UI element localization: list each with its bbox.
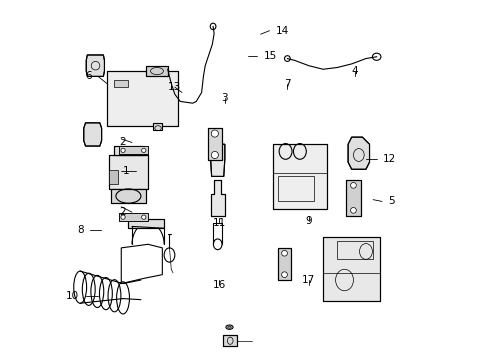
Ellipse shape [350, 183, 356, 188]
Polygon shape [210, 180, 224, 216]
Text: 11: 11 [212, 218, 225, 228]
Polygon shape [347, 137, 369, 169]
Text: 9: 9 [305, 216, 311, 226]
Ellipse shape [211, 152, 218, 158]
Bar [114, 146, 144, 155]
Text: 1: 1 [122, 166, 129, 176]
Text: 2: 2 [119, 207, 125, 217]
Text: 3: 3 [221, 93, 228, 103]
Bar [119, 147, 148, 154]
Ellipse shape [227, 326, 231, 328]
Text: 5: 5 [387, 197, 394, 206]
Bar [146, 66, 167, 76]
Bar [146, 66, 167, 76]
Text: 17: 17 [302, 275, 315, 285]
Text: 12: 12 [382, 154, 396, 163]
Text: 8: 8 [77, 225, 83, 235]
Bar [114, 80, 128, 87]
Text: 14: 14 [275, 26, 288, 36]
Bar [346, 180, 360, 216]
Bar [110, 189, 146, 203]
Bar [110, 189, 146, 203]
Bar [107, 71, 178, 126]
Bar [128, 219, 164, 228]
Bar [272, 144, 326, 208]
Bar [223, 336, 237, 346]
Bar [108, 155, 148, 189]
Bar [207, 128, 221, 160]
Text: 15: 15 [263, 51, 276, 61]
Ellipse shape [142, 215, 145, 219]
Bar [278, 176, 313, 202]
Bar [108, 170, 118, 184]
Ellipse shape [350, 207, 356, 213]
Bar [346, 180, 360, 216]
Bar [278, 248, 290, 280]
Bar [119, 213, 148, 221]
Bar [119, 213, 148, 221]
Ellipse shape [281, 272, 287, 278]
Text: 10: 10 [66, 291, 79, 301]
Polygon shape [83, 123, 102, 146]
Text: 6: 6 [85, 71, 91, 81]
Bar [323, 237, 380, 301]
Bar [337, 241, 372, 258]
Ellipse shape [142, 148, 145, 153]
Ellipse shape [121, 215, 125, 219]
Bar [114, 146, 144, 155]
Ellipse shape [121, 148, 125, 153]
Text: 7: 7 [284, 78, 290, 89]
Bar [323, 237, 380, 301]
Polygon shape [210, 144, 224, 176]
Ellipse shape [211, 130, 218, 137]
Text: 16: 16 [212, 280, 225, 291]
Text: 13: 13 [168, 82, 181, 92]
Bar [207, 128, 221, 160]
Ellipse shape [281, 250, 287, 256]
Text: 2: 2 [119, 138, 125, 148]
Text: 4: 4 [351, 66, 358, 76]
Bar [108, 155, 148, 189]
Bar [223, 336, 237, 346]
Bar [272, 144, 326, 208]
Bar [153, 123, 162, 130]
Bar [119, 147, 148, 154]
Bar [278, 248, 290, 280]
Bar [107, 71, 178, 126]
Polygon shape [86, 55, 104, 76]
Bar [128, 219, 164, 228]
